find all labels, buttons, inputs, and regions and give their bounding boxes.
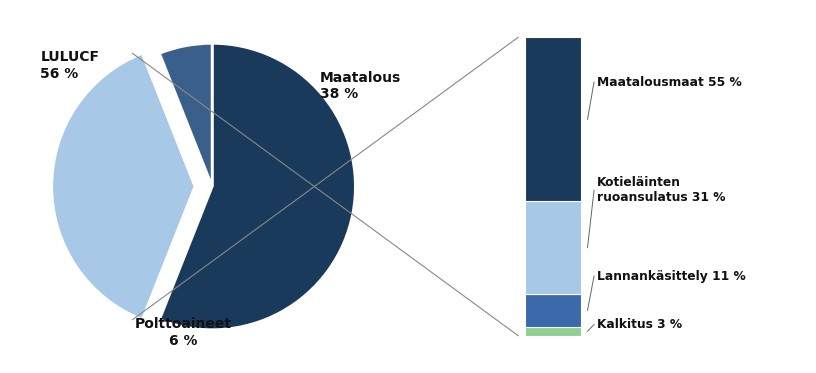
Bar [525,327,580,336]
Text: Polttoaineet
6 %: Polttoaineet 6 % [135,317,232,348]
Text: LULUCF
56 %: LULUCF 56 % [40,50,100,81]
Wedge shape [159,43,212,186]
Text: Kotieläinten
ruoansulatus 31 %: Kotieläinten ruoansulatus 31 % [597,176,725,204]
Bar [525,201,580,294]
Text: Kalkitus 3 %: Kalkitus 3 % [597,318,682,331]
Text: Maatalousmaat 55 %: Maatalousmaat 55 % [597,76,742,88]
Text: Maatalous
38 %: Maatalous 38 % [320,71,401,101]
Bar [525,294,580,327]
Bar [525,37,580,201]
Text: Lannankäsittely 11 %: Lannankäsittely 11 % [597,270,746,282]
Wedge shape [159,43,356,330]
Wedge shape [51,53,195,320]
